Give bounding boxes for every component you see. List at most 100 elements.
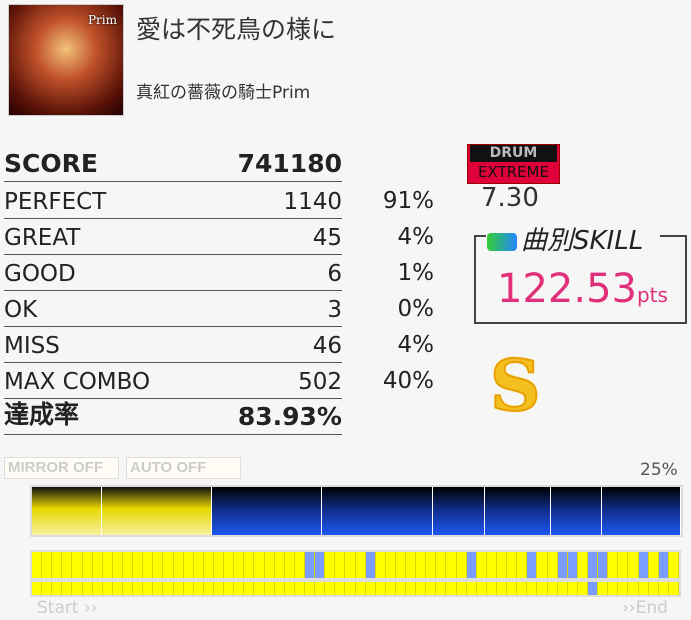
timeline-cell bbox=[608, 582, 619, 595]
timeline-cell bbox=[325, 582, 336, 595]
stat-value: 45 bbox=[312, 225, 342, 251]
timeline-cell bbox=[517, 582, 528, 595]
timeline-cell bbox=[42, 582, 53, 595]
stat-row: GREAT 45 bbox=[4, 219, 342, 255]
stat-value: 46 bbox=[312, 333, 342, 359]
timeline-cell bbox=[304, 552, 316, 578]
gauge-segment bbox=[485, 487, 551, 535]
timeline-cell bbox=[588, 582, 599, 595]
stat-row: PERFECT 1140 bbox=[4, 183, 342, 219]
stat-row: 達成率 83.93% bbox=[4, 399, 342, 435]
timeline-cell bbox=[567, 582, 578, 595]
gauge-segment bbox=[101, 487, 212, 535]
timeline-cell bbox=[254, 582, 265, 595]
timeline-cell bbox=[62, 552, 73, 578]
timeline-cell bbox=[416, 582, 427, 595]
timeline-cell bbox=[638, 582, 649, 595]
stat-percent: 4% bbox=[397, 332, 435, 358]
timeline-cell bbox=[385, 552, 396, 578]
timeline-cell bbox=[507, 552, 518, 578]
timeline-cell bbox=[274, 582, 285, 595]
song-title: 愛は不死鳥の様に bbox=[136, 15, 337, 44]
timeline-cell bbox=[557, 582, 568, 595]
timeline-cell bbox=[416, 552, 427, 578]
timeline-cell bbox=[315, 582, 326, 595]
gauge-percent: 25% bbox=[640, 460, 678, 480]
timeline-cell bbox=[183, 582, 194, 595]
timeline-cell bbox=[345, 552, 356, 578]
timeline-cell bbox=[497, 582, 508, 595]
skill-value: 122.53pts bbox=[497, 266, 668, 312]
stat-label: MISS bbox=[4, 333, 60, 359]
timeline-cell bbox=[173, 552, 184, 578]
difficulty-badge: DRUM EXTREME bbox=[467, 144, 560, 184]
timeline-cell bbox=[618, 552, 629, 578]
timeline-cell bbox=[507, 582, 518, 595]
timeline-cell bbox=[517, 552, 528, 578]
timeline-cell bbox=[577, 552, 589, 578]
skill-box bbox=[474, 235, 687, 324]
timeline-cell bbox=[52, 552, 63, 578]
timeline-cell bbox=[335, 552, 346, 578]
timeline-cell bbox=[294, 552, 305, 578]
gauge-segment bbox=[322, 487, 433, 535]
timeline-cell bbox=[395, 582, 407, 595]
timeline-cell bbox=[274, 552, 285, 578]
timeline-cell bbox=[537, 582, 548, 595]
timeline-cell bbox=[72, 552, 83, 578]
rank-badge: S bbox=[489, 343, 542, 428]
timeline-cell bbox=[527, 582, 538, 595]
timeline-cell bbox=[628, 552, 639, 578]
stat-value: 6 bbox=[327, 261, 342, 287]
timeline-cell bbox=[567, 552, 578, 578]
timeline-cell bbox=[244, 552, 255, 578]
timeline-cell bbox=[476, 582, 487, 595]
timeline-cell bbox=[304, 582, 316, 595]
timeline-cell bbox=[426, 552, 437, 578]
timeline-cell bbox=[668, 582, 679, 595]
stat-percent: 1% bbox=[397, 260, 435, 286]
stat-label: MAX COMBO bbox=[4, 369, 151, 395]
timeline-cell bbox=[527, 552, 538, 578]
timeline-row-2 bbox=[30, 580, 681, 597]
timeline-cell bbox=[406, 582, 417, 595]
timeline-cell bbox=[163, 552, 174, 578]
gauge-segment bbox=[211, 487, 323, 535]
stat-row: MAX COMBO 502 bbox=[4, 363, 342, 399]
timeline-cell bbox=[234, 552, 245, 578]
timeline-cell bbox=[264, 552, 275, 578]
timeline-cell bbox=[547, 582, 558, 595]
timeline-cell bbox=[618, 582, 629, 595]
timeline-cell bbox=[355, 552, 366, 578]
timeline-cell bbox=[183, 552, 194, 578]
timeline-cell bbox=[446, 552, 457, 578]
timeline-cell bbox=[466, 552, 477, 578]
timeline-cell bbox=[598, 582, 609, 595]
stat-label: 達成率 bbox=[4, 400, 80, 429]
timeline-cell bbox=[193, 552, 204, 578]
timeline-cell bbox=[112, 582, 123, 595]
timeline-cell bbox=[456, 582, 467, 595]
timeline-start-label: Start ›› bbox=[37, 598, 98, 618]
timeline-cell bbox=[264, 582, 275, 595]
timeline-cell bbox=[628, 582, 639, 595]
timeline-cell bbox=[213, 552, 225, 578]
timeline-cell bbox=[82, 552, 93, 578]
gauge-segment bbox=[550, 487, 603, 535]
timeline-cell bbox=[32, 552, 43, 578]
timeline-cell bbox=[436, 582, 447, 595]
timeline-cell bbox=[466, 582, 477, 595]
timeline-cell bbox=[52, 582, 63, 595]
gauge-segment bbox=[432, 487, 486, 535]
timeline-cell bbox=[294, 582, 305, 595]
timeline-cell bbox=[153, 552, 164, 578]
mirror-option: MIRROR OFF bbox=[4, 457, 119, 479]
timeline-cell bbox=[173, 582, 184, 595]
timeline-cell bbox=[92, 582, 103, 595]
timeline-cell bbox=[658, 582, 669, 595]
gitadora-logo-icon bbox=[487, 232, 517, 251]
timeline-cell bbox=[648, 582, 659, 595]
gauge-bar bbox=[30, 485, 683, 537]
skill-title: 曲別SKILL bbox=[487, 220, 643, 257]
timeline-cell bbox=[436, 552, 447, 578]
